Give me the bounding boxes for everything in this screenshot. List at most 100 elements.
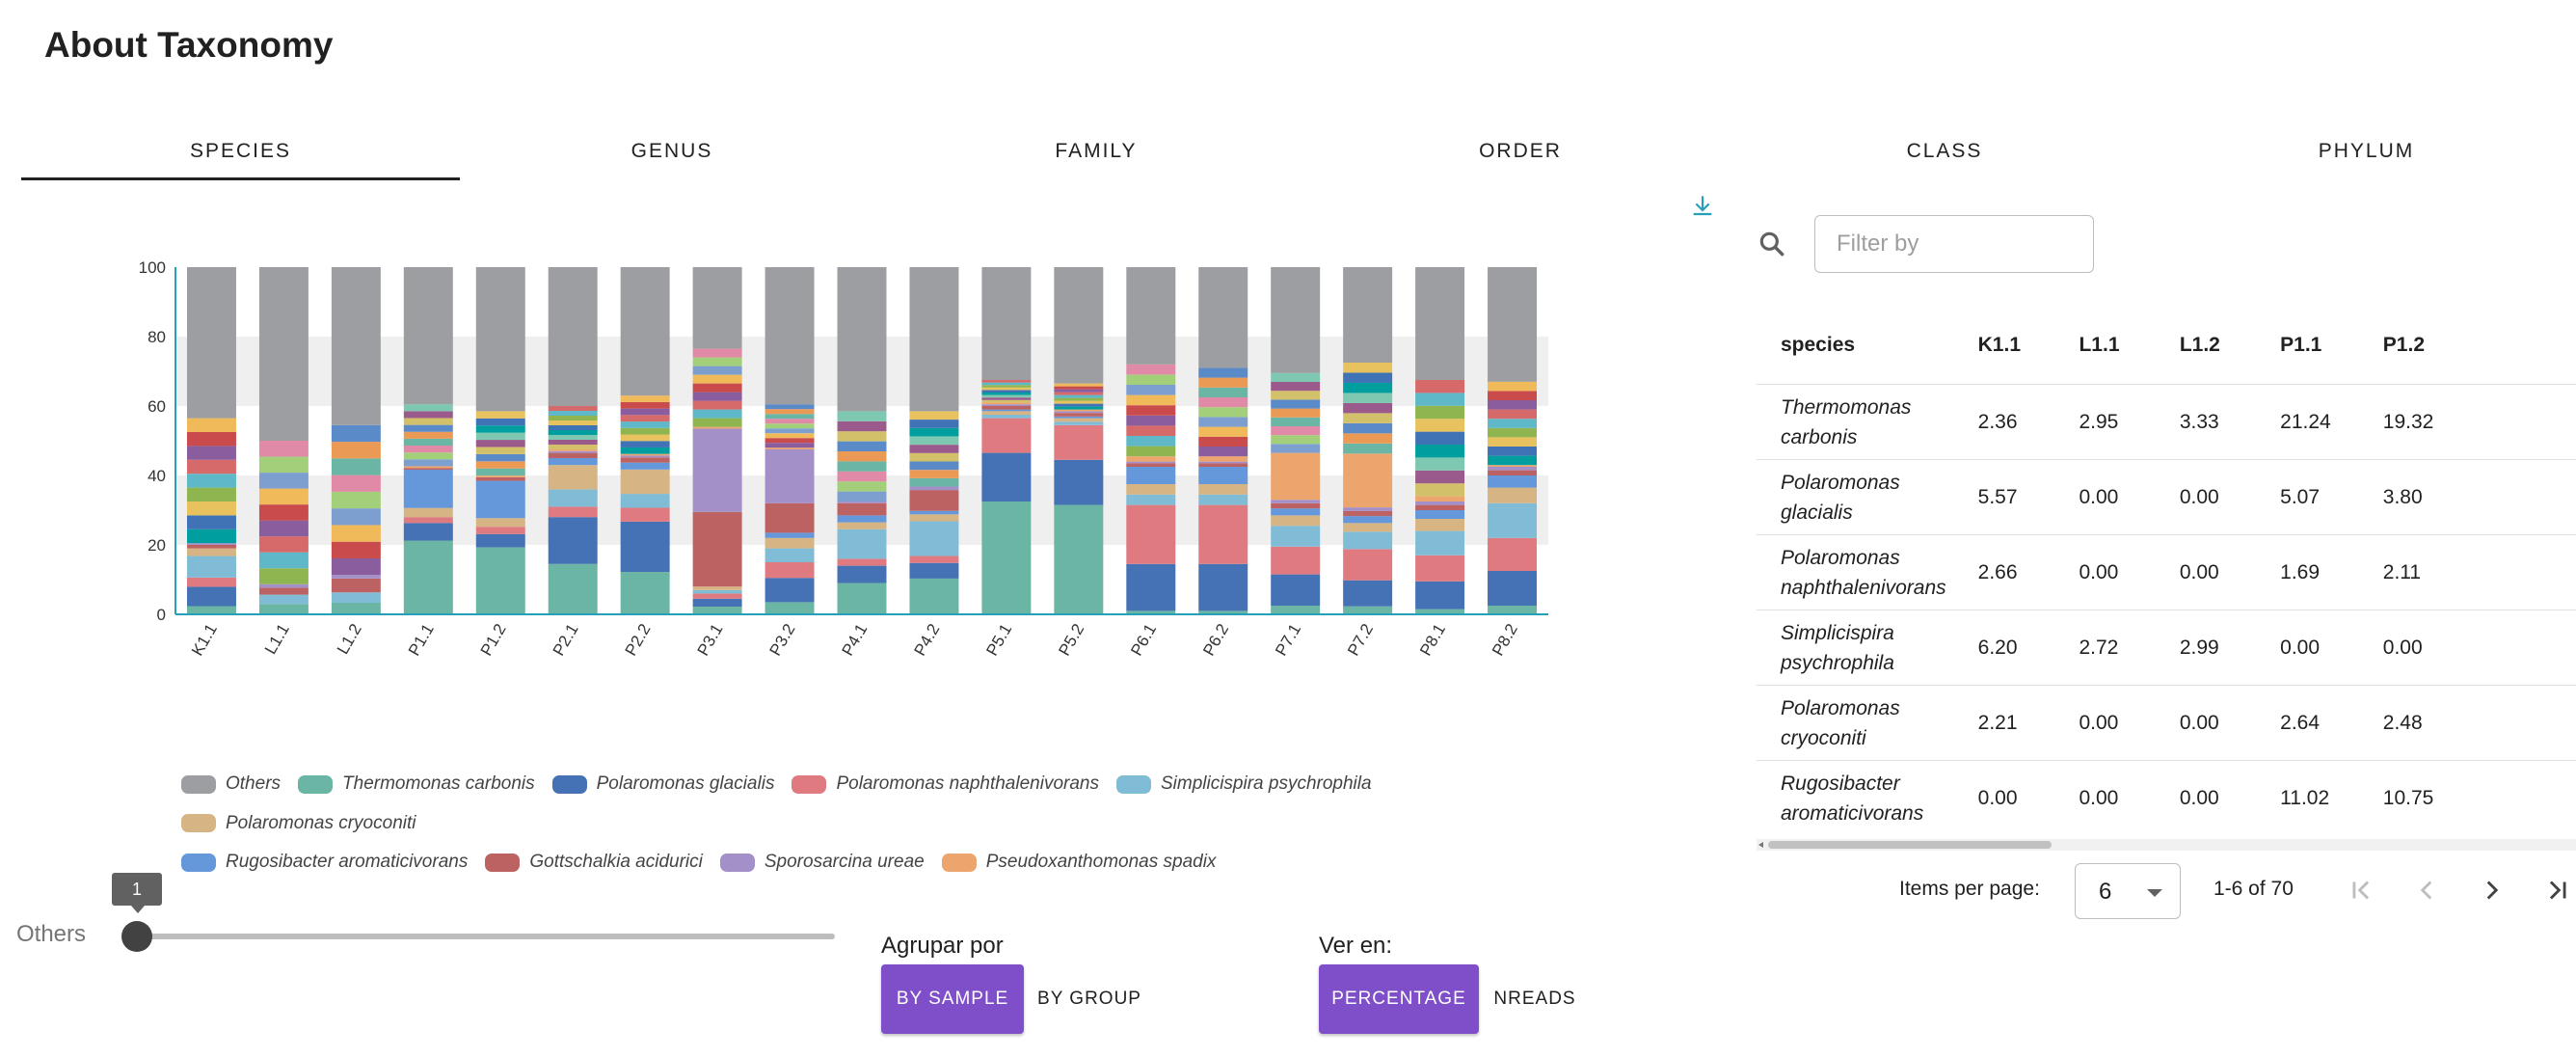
bar-segment[interactable] bbox=[1415, 470, 1465, 484]
tab-species[interactable]: SPECIES bbox=[189, 140, 292, 162]
bar-segment[interactable] bbox=[692, 392, 742, 401]
filter-input[interactable] bbox=[1814, 215, 2094, 273]
bar-segment[interactable] bbox=[258, 441, 309, 457]
table-horizontal-scrollbar[interactable] bbox=[1757, 839, 2576, 851]
bar-segment[interactable] bbox=[765, 433, 815, 439]
tab-family[interactable]: FAMILY bbox=[1055, 140, 1138, 162]
bar-segment[interactable] bbox=[837, 431, 887, 442]
bar-segment[interactable] bbox=[981, 390, 1032, 393]
legend-item[interactable]: Sporosarcina ureae bbox=[719, 845, 925, 880]
bar-segment[interactable] bbox=[1198, 267, 1248, 368]
bar-segment[interactable] bbox=[258, 587, 309, 595]
bar-segment[interactable] bbox=[186, 515, 236, 529]
bar-segment[interactable] bbox=[837, 565, 887, 583]
bar-segment[interactable] bbox=[692, 400, 742, 410]
bar-segment[interactable] bbox=[403, 418, 453, 425]
bar-segment[interactable] bbox=[475, 461, 525, 469]
bar-segment[interactable] bbox=[1343, 433, 1393, 444]
bar-segment[interactable] bbox=[981, 382, 1032, 386]
bar-segment[interactable] bbox=[1343, 372, 1393, 383]
bar-segment[interactable] bbox=[1126, 463, 1176, 467]
bar-segment[interactable] bbox=[909, 477, 959, 487]
bar-segment[interactable] bbox=[548, 452, 598, 458]
bar-segment[interactable] bbox=[1415, 380, 1465, 393]
bar-segment[interactable] bbox=[1198, 563, 1248, 611]
bar-segment[interactable] bbox=[620, 521, 670, 573]
bar-segment[interactable] bbox=[692, 267, 742, 349]
bar-segment[interactable] bbox=[981, 415, 1032, 419]
bar-segment[interactable] bbox=[331, 267, 381, 425]
bar-segment[interactable] bbox=[620, 415, 670, 422]
bar-segment[interactable] bbox=[909, 420, 959, 428]
first-page-icon[interactable] bbox=[2345, 874, 2377, 907]
legend-item[interactable]: Gottschalkia acidurici bbox=[485, 845, 703, 880]
bar-segment[interactable] bbox=[548, 517, 598, 564]
bar-segment[interactable] bbox=[258, 594, 309, 605]
bar-segment[interactable] bbox=[331, 603, 381, 614]
bar-segment[interactable] bbox=[403, 517, 453, 524]
bar-segment[interactable] bbox=[1126, 364, 1176, 375]
bar-segment[interactable] bbox=[1054, 397, 1104, 401]
bar-segment[interactable] bbox=[1198, 484, 1248, 495]
bar-segment[interactable] bbox=[1343, 531, 1393, 550]
bar-segment[interactable] bbox=[981, 501, 1032, 614]
bar-segment[interactable] bbox=[331, 508, 381, 526]
bar-segment[interactable] bbox=[981, 394, 1032, 398]
column-header-k1-1[interactable]: K1.1 bbox=[1977, 307, 2080, 385]
bar-segment[interactable] bbox=[1343, 267, 1393, 363]
bar-segment[interactable] bbox=[837, 461, 887, 472]
bar-segment[interactable] bbox=[1415, 496, 1465, 501]
bar-segment[interactable] bbox=[1271, 515, 1321, 527]
bar-segment[interactable] bbox=[1488, 537, 1538, 571]
bar-segment[interactable] bbox=[1488, 400, 1538, 410]
bar-segment[interactable] bbox=[692, 428, 742, 512]
bar-segment[interactable] bbox=[837, 522, 887, 529]
bar-segment[interactable] bbox=[1054, 389, 1104, 393]
bar-segment[interactable] bbox=[331, 474, 381, 492]
bar-segment[interactable] bbox=[1343, 453, 1393, 508]
bar-segment[interactable] bbox=[1198, 467, 1248, 484]
bar-segment[interactable] bbox=[1488, 487, 1538, 503]
bar-segment[interactable] bbox=[1271, 502, 1321, 509]
bar-segment[interactable] bbox=[1488, 381, 1538, 392]
bar-segment[interactable] bbox=[331, 578, 381, 593]
bar-segment[interactable] bbox=[475, 411, 525, 419]
others-slider-track[interactable] bbox=[135, 934, 835, 939]
bar-segment[interactable] bbox=[1271, 372, 1321, 382]
bar-segment[interactable] bbox=[186, 586, 236, 607]
column-header-l1-1[interactable]: L1.1 bbox=[2079, 307, 2180, 385]
bar-segment[interactable] bbox=[1198, 426, 1248, 437]
bar-segment[interactable] bbox=[258, 536, 309, 553]
bar-segment[interactable] bbox=[403, 452, 453, 460]
bar-segment[interactable] bbox=[548, 465, 598, 490]
bar-segment[interactable] bbox=[765, 548, 815, 562]
bar-segment[interactable] bbox=[258, 552, 309, 569]
bar-segment[interactable] bbox=[765, 438, 815, 444]
bar-segment[interactable] bbox=[403, 468, 453, 471]
bar-segment[interactable] bbox=[1126, 446, 1176, 457]
bar-segment[interactable] bbox=[1054, 403, 1104, 407]
bar-segment[interactable] bbox=[620, 572, 670, 614]
bar-segment[interactable] bbox=[620, 267, 670, 396]
last-page-icon[interactable] bbox=[2541, 874, 2574, 907]
bar-segment[interactable] bbox=[837, 411, 887, 421]
bar-segment[interactable] bbox=[1054, 400, 1104, 404]
bar-segment[interactable] bbox=[837, 481, 887, 492]
bar-segment[interactable] bbox=[1054, 416, 1104, 419]
bar-segment[interactable] bbox=[403, 459, 453, 467]
bar-segment[interactable] bbox=[1198, 367, 1248, 378]
bar-segment[interactable] bbox=[765, 532, 815, 538]
bar-segment[interactable] bbox=[765, 414, 815, 420]
column-header-p1-1[interactable]: P1.1 bbox=[2280, 307, 2383, 385]
bar-segment[interactable] bbox=[1126, 374, 1176, 385]
bar-segment[interactable] bbox=[548, 416, 598, 420]
bar-segment[interactable] bbox=[548, 420, 598, 425]
bar-segment[interactable] bbox=[1054, 394, 1104, 398]
bar-segment[interactable] bbox=[620, 401, 670, 409]
bar-segment[interactable] bbox=[1488, 409, 1538, 420]
bar-segment[interactable] bbox=[258, 473, 309, 489]
bar-segment[interactable] bbox=[548, 506, 598, 518]
bar-segment[interactable] bbox=[620, 441, 670, 447]
bar-segment[interactable] bbox=[1488, 465, 1538, 467]
bar-segment[interactable] bbox=[837, 501, 887, 503]
